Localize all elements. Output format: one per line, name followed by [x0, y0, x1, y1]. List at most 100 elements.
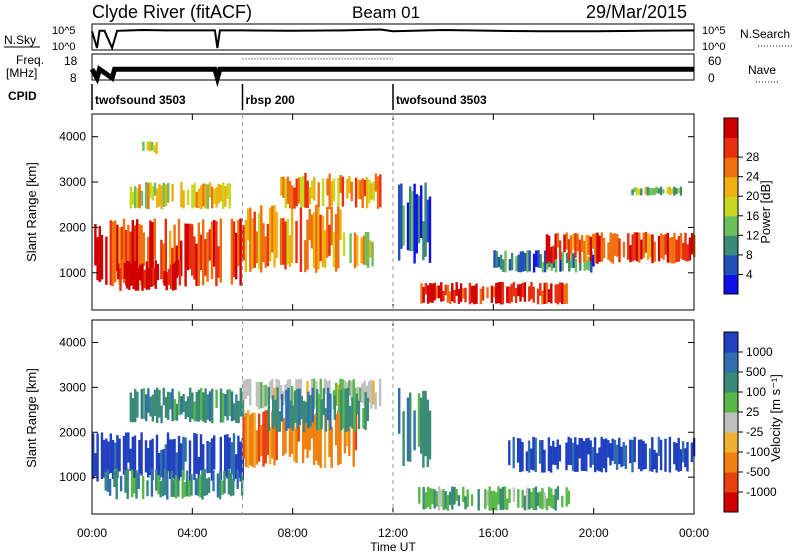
- cpid-segment-label: twofsound 3503: [95, 93, 186, 107]
- heatmap-cell: [222, 393, 225, 423]
- heatmap-cell: [649, 234, 652, 258]
- heatmap-cell: [184, 401, 187, 420]
- heatmap-cell: [257, 212, 261, 270]
- heatmap-cell: [149, 220, 152, 274]
- heatmap-cell: [237, 435, 240, 478]
- heatmap-cell: [558, 240, 562, 261]
- heatmap-cell: [161, 478, 165, 497]
- heatmap-cell: [204, 239, 207, 276]
- heatmap-cell: [473, 285, 476, 305]
- heatmap-cell: [109, 433, 112, 473]
- heatmap-cell: [569, 438, 573, 466]
- heatmap-cell: [642, 440, 645, 470]
- heatmap-cell: [535, 250, 538, 267]
- heatmap-cell: [677, 188, 680, 194]
- heatmap-cell: [352, 421, 355, 467]
- heatmap-cell: [662, 235, 665, 260]
- heatmap-cell: [528, 250, 531, 272]
- heatmap-cell: [372, 380, 375, 405]
- heatmap-cell: [525, 487, 529, 510]
- heatmap-cell: [323, 230, 327, 268]
- heatmap-cell: [484, 489, 487, 510]
- heatmap-cell: [521, 442, 524, 472]
- heatmap-cell: [348, 176, 351, 193]
- heatmap-cell: [319, 378, 322, 404]
- freq-label: Freq.: [16, 53, 44, 67]
- heatmap-cell: [666, 232, 670, 263]
- heatmap-cell: [151, 438, 154, 481]
- heatmap-cell: [191, 392, 194, 420]
- heatmap-cell: [442, 291, 445, 302]
- heatmap-cell: [286, 218, 289, 265]
- heatmap-cell: [197, 389, 201, 422]
- heatmap-cell: [532, 253, 536, 273]
- heatmap-cell: [367, 232, 370, 268]
- heatmap-cell: [235, 394, 238, 423]
- heatmap-cell: [470, 494, 474, 506]
- heatmap-cell: [115, 468, 118, 500]
- heatmap-cell: [342, 388, 345, 429]
- heatmap-cell: [153, 144, 156, 153]
- heatmap-cell: [492, 490, 496, 511]
- heatmap-cell: [260, 205, 263, 273]
- heatmap-cell: [119, 268, 122, 291]
- heatmap-cell: [320, 399, 323, 430]
- heatmap-cell: [679, 449, 683, 471]
- heatmap-cell: [481, 286, 485, 301]
- colorbar-swatch: [724, 392, 738, 413]
- heatmap-cell: [310, 411, 314, 439]
- heatmap-cell: [451, 283, 454, 302]
- heatmap-cell: [140, 225, 143, 286]
- heatmap-cell: [188, 223, 192, 270]
- heatmap-cell: [398, 184, 401, 261]
- heatmap-cell: [166, 432, 170, 472]
- heatmap-cell: [368, 179, 371, 204]
- heatmap-cell: [255, 231, 259, 264]
- heatmap-cell: [232, 433, 236, 482]
- heatmap-cell: [512, 487, 516, 502]
- heatmap-cell: [315, 413, 318, 461]
- heatmap-cell: [334, 413, 338, 446]
- heatmap-cell: [144, 440, 148, 473]
- heatmap-cell: [604, 438, 608, 473]
- heatmap-cell: [673, 441, 676, 465]
- heatmap-cell: [195, 191, 198, 208]
- heatmap-cell: [134, 389, 137, 423]
- heatmap-cell: [442, 489, 445, 510]
- heatmap-cell: [422, 487, 425, 510]
- heatmap-cell: [673, 233, 676, 264]
- heatmap-cell: [490, 285, 494, 303]
- heatmap-cell: [329, 393, 332, 431]
- y-tick-label: 3000: [59, 175, 86, 189]
- heatmap-cell: [576, 233, 579, 252]
- colorbar-tick-label: -25: [746, 425, 764, 439]
- station-title: Clyde River (fitACF): [92, 2, 252, 22]
- heatmap-cell: [227, 469, 231, 495]
- heatmap-cell: [257, 413, 261, 462]
- heatmap-cell: [299, 379, 303, 410]
- heatmap-cell: [206, 441, 209, 474]
- heatmap-cell: [637, 439, 641, 469]
- heatmap-cell: [448, 291, 452, 305]
- heatmap-cell: [142, 141, 145, 151]
- heatmap-cell: [174, 475, 178, 499]
- heatmap-cell: [512, 436, 515, 469]
- heatmap-cell: [417, 393, 421, 447]
- heatmap-cell: [332, 231, 336, 268]
- heatmap-cell: [181, 469, 184, 499]
- heatmap-cell: [274, 399, 277, 427]
- heatmap-cell: [111, 221, 115, 287]
- heatmap-cell: [213, 188, 216, 205]
- heatmap-cell: [178, 261, 182, 286]
- heatmap-cell: [690, 442, 694, 463]
- heatmap-cell: [237, 400, 240, 424]
- heatmap-cell: [559, 253, 562, 272]
- heatmap-cell: [370, 183, 373, 200]
- freq-right-tick-bottom: 0: [708, 71, 715, 85]
- heatmap-cell: [602, 439, 606, 469]
- heatmap-cell: [611, 233, 615, 264]
- heatmap-cell: [203, 468, 206, 496]
- heatmap-cell: [657, 236, 661, 262]
- heatmap-cell: [348, 426, 351, 457]
- x-tick-label: 16:00: [478, 526, 508, 540]
